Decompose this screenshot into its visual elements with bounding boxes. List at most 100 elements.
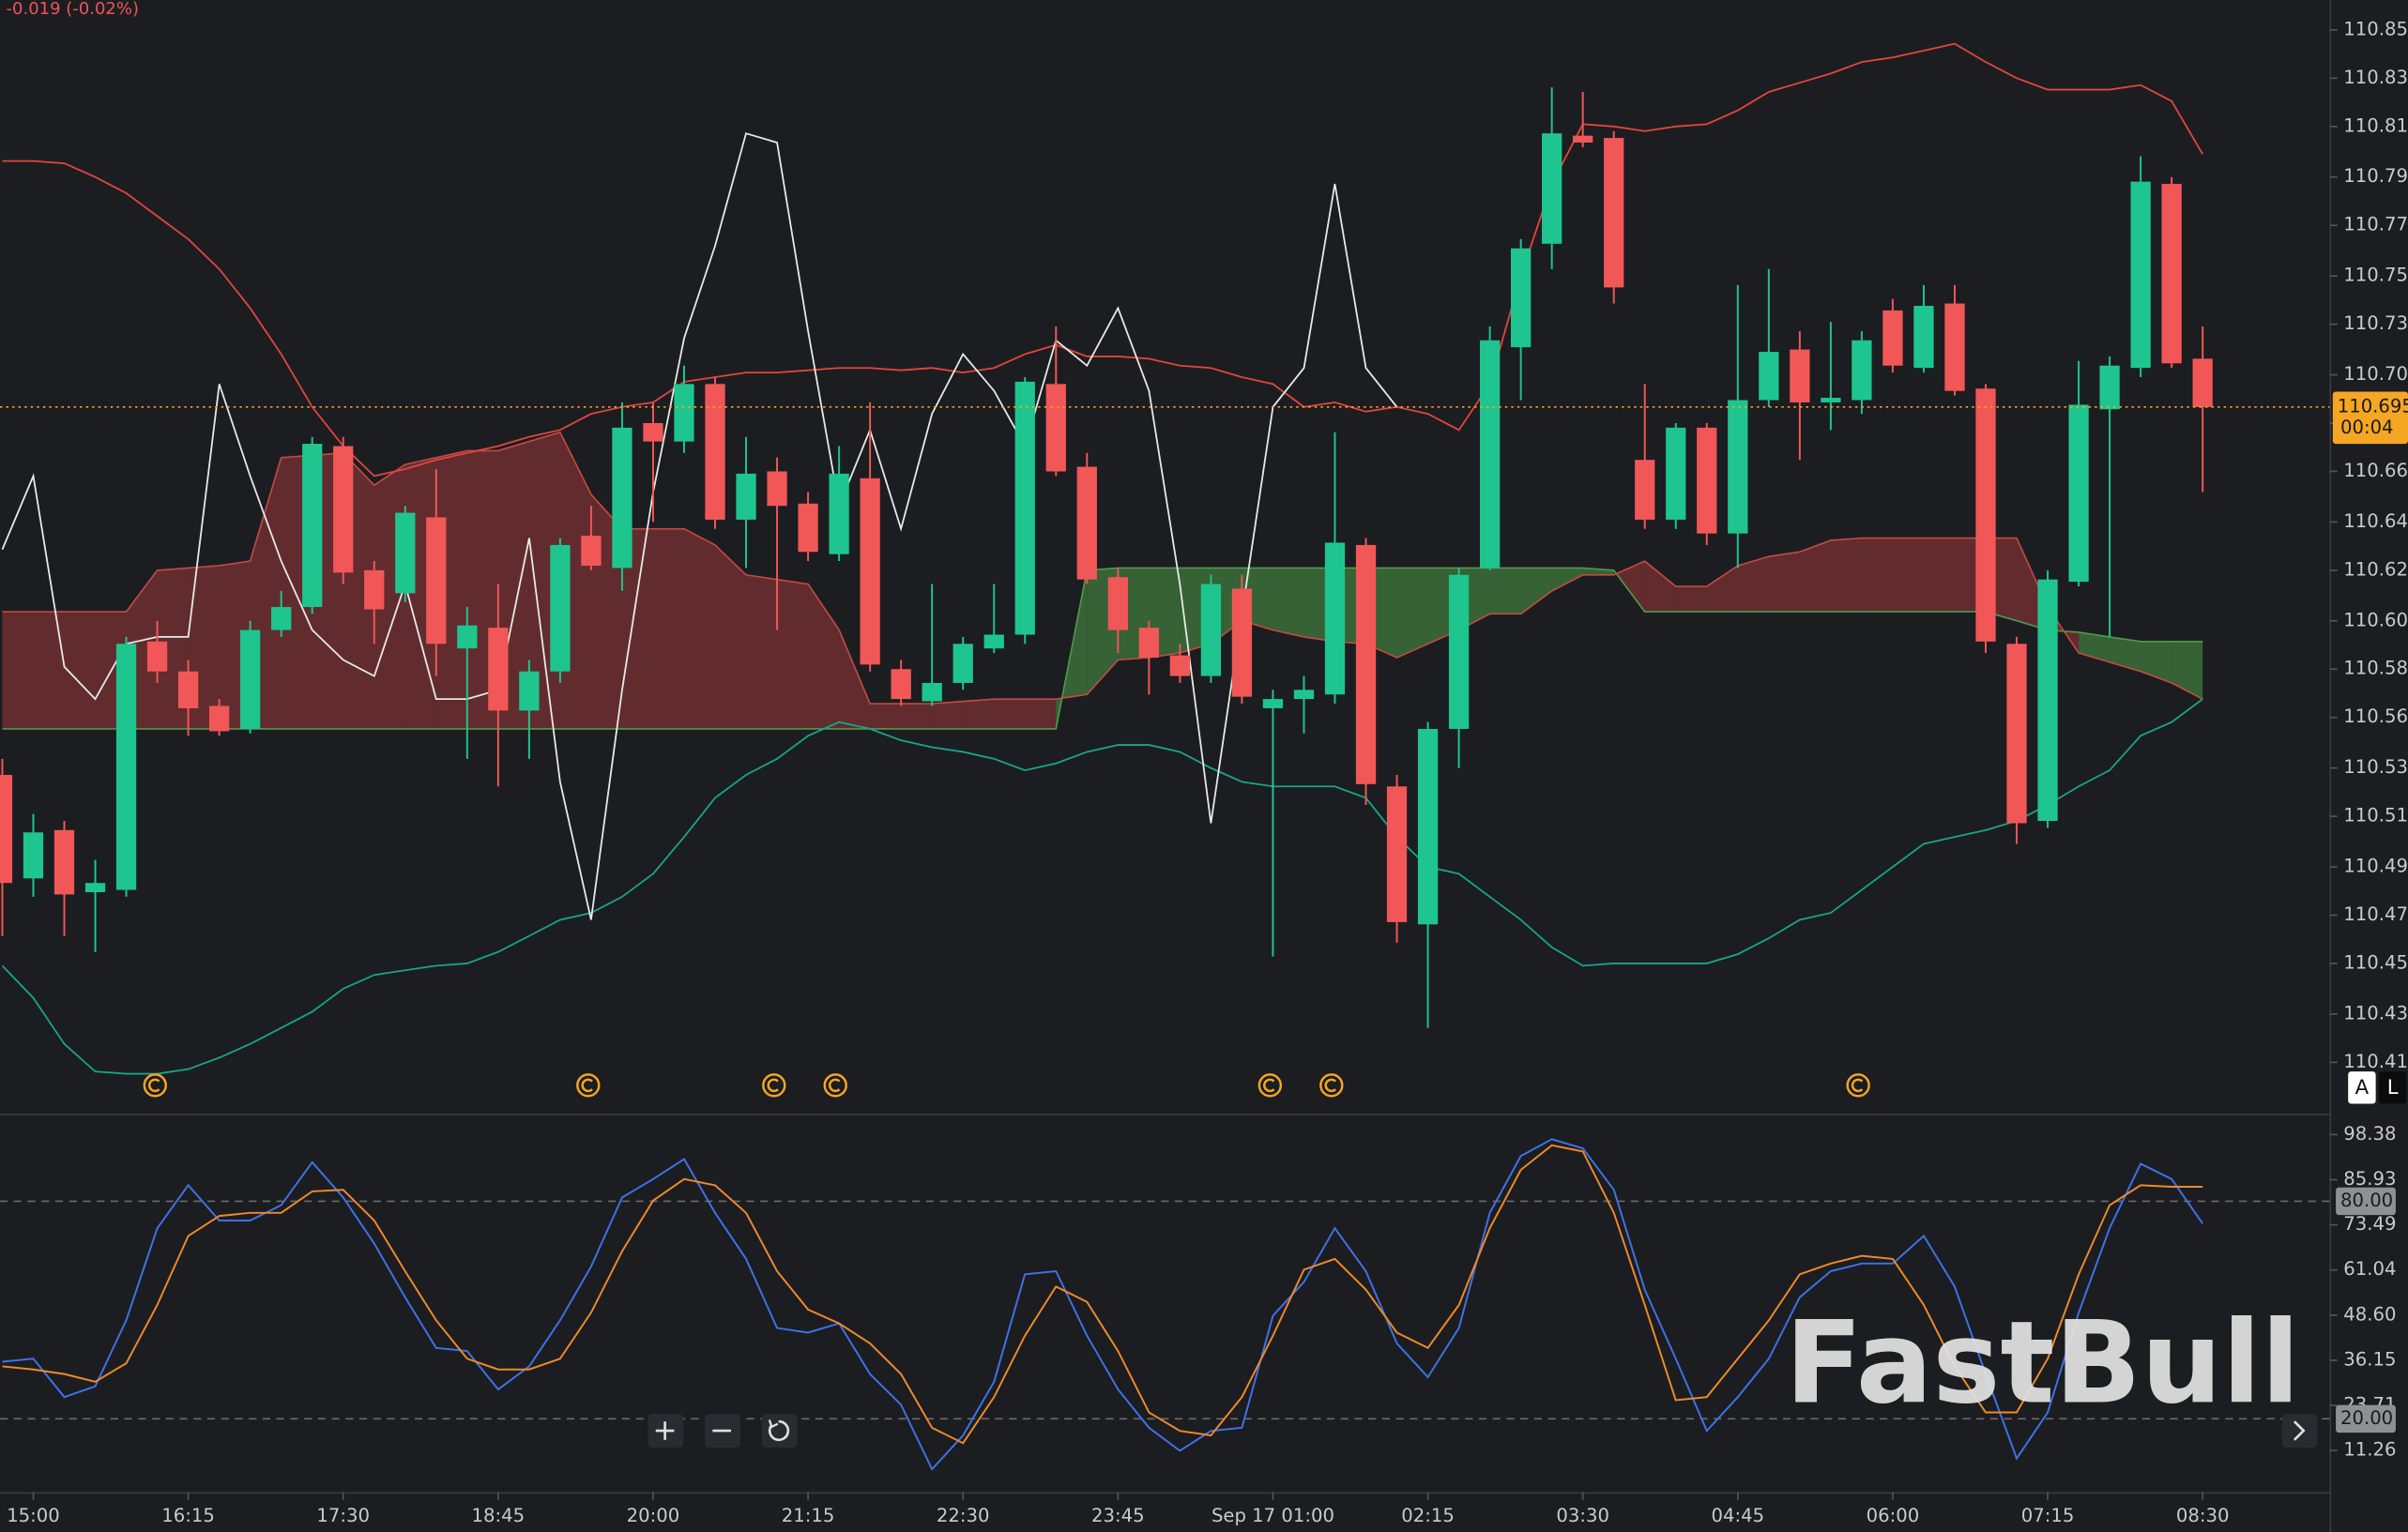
candle-body (84, 883, 106, 892)
candle-body (302, 444, 323, 608)
watermark: FastBull (1785, 1297, 2300, 1429)
time-tick-label: 02:15 (1401, 1505, 1455, 1526)
candle-body (674, 384, 694, 442)
cloud-segment (746, 574, 778, 729)
oscillator-line (2, 1144, 2203, 1445)
price-tick-label: 110.838 (2343, 67, 2408, 88)
candle-body (1604, 138, 1624, 288)
candle-body (457, 625, 478, 649)
cloud-span-a (2, 567, 2203, 730)
level-label: 20.00 (2340, 1407, 2393, 1429)
candle-body (1355, 544, 1377, 784)
time-tick-label: 17:30 (316, 1505, 370, 1526)
cloud-segment (932, 701, 964, 729)
candle-body (1728, 400, 1748, 534)
candle-body (550, 544, 571, 672)
candle-body (1014, 381, 1035, 635)
price-tick-label: 110.495 (2343, 856, 2408, 877)
cloud-segment (1396, 568, 1428, 658)
candle-body (1635, 460, 1655, 520)
candle-body (2192, 358, 2213, 407)
candle-body (1169, 655, 1191, 676)
time-tick-label: 18:45 (472, 1505, 526, 1526)
oscillator-tick-label: 11.26 (2343, 1439, 2396, 1461)
log-scale-label[interactable]: L (2387, 1076, 2399, 1100)
price-tick-label: 110.624 (2343, 558, 2408, 580)
candle-body (1913, 305, 1934, 369)
price-tick-label: 110.795 (2343, 165, 2408, 187)
auto-scale-button[interactable] (2348, 1071, 2376, 1104)
cloud-segment (1892, 538, 1925, 613)
candle-body (1293, 690, 1315, 700)
cloud-segment (2, 612, 34, 729)
cloud-segment (901, 704, 933, 729)
price-tick-label: 110.538 (2343, 756, 2408, 778)
candle-body (1417, 728, 1439, 925)
stochastic-pane (0, 1138, 2330, 1471)
candle-body (2099, 365, 2120, 410)
reset-button[interactable] (761, 1414, 798, 1449)
cloud-segment (1489, 568, 1521, 614)
candle-body (983, 634, 1004, 649)
candle-body (922, 682, 942, 702)
event-marker[interactable] (1319, 1073, 1344, 1098)
candle-body (1666, 427, 1686, 520)
cloud-segment (714, 544, 747, 729)
event-marker[interactable] (1257, 1073, 1283, 1098)
event-marker[interactable] (576, 1073, 601, 1098)
candle-body (1138, 628, 1159, 658)
time-tick-label: 21:15 (782, 1505, 835, 1526)
cloud-segment (33, 612, 65, 729)
cloud-segment (1025, 699, 1057, 729)
candle-body (1697, 427, 1717, 534)
price-tick-label: 110.667 (2343, 460, 2408, 481)
oscillator-tick-label: 61.04 (2343, 1258, 2396, 1280)
cloud-segment (1861, 538, 1893, 613)
cloud-segment (621, 528, 653, 729)
cloud-segment (1520, 568, 1552, 614)
candle-body (333, 446, 354, 573)
scroll-right-button[interactable] (2281, 1414, 2318, 1449)
time-tick-label: 04:45 (1712, 1505, 1765, 1526)
candle-body (581, 536, 602, 566)
cloud-segment (963, 699, 995, 729)
candle-body (1511, 248, 1532, 348)
price-tick-label: 110.645 (2343, 510, 2408, 532)
cloud-segment (870, 704, 902, 729)
candle-body (1821, 398, 1841, 402)
candle-body (2161, 184, 2182, 364)
candle-body (1076, 466, 1097, 580)
time-tick-label: 16:15 (161, 1505, 215, 1526)
price-tick-label: 110.560 (2343, 705, 2408, 727)
time-tick-label: 06:00 (1867, 1505, 1920, 1526)
price-change: -0.019 (-0.02%) (7, 0, 139, 19)
oscillator-tick-label: 36.15 (2343, 1348, 2396, 1370)
time-tick-label: 15:00 (7, 1505, 60, 1526)
auto-scale-label[interactable]: A (2355, 1076, 2370, 1100)
zoom-out-button[interactable] (705, 1414, 740, 1449)
candle-body (705, 384, 725, 520)
time-tick-label: 08:30 (2176, 1505, 2230, 1526)
candle-body (364, 569, 385, 610)
candle-body (1882, 310, 1903, 366)
event-marker[interactable] (1846, 1073, 1870, 1098)
event-marker[interactable] (143, 1073, 167, 1098)
zoom-in-button[interactable] (648, 1414, 684, 1449)
log-scale-button[interactable] (2378, 1071, 2407, 1104)
time-tick-label: 22:30 (937, 1505, 990, 1526)
cloud-segment (684, 528, 715, 729)
cloud-segment (2110, 636, 2141, 672)
cloud-segment (652, 528, 685, 729)
cloud-segment (994, 699, 1026, 729)
time-tick-label: 07:15 (2021, 1505, 2075, 1526)
candle-body (2130, 181, 2151, 369)
countdown-label: 00:04 (2340, 417, 2394, 438)
candle-body (767, 471, 787, 507)
event-marker[interactable] (762, 1073, 786, 1098)
candle-body (519, 671, 540, 711)
cloud-segment (1924, 538, 1955, 613)
event-marker[interactable] (823, 1073, 847, 1098)
cloud-segment (1551, 568, 1583, 591)
scale-mode-buttons: A L (2348, 1071, 2407, 1104)
cloud-segment (1613, 561, 1645, 613)
